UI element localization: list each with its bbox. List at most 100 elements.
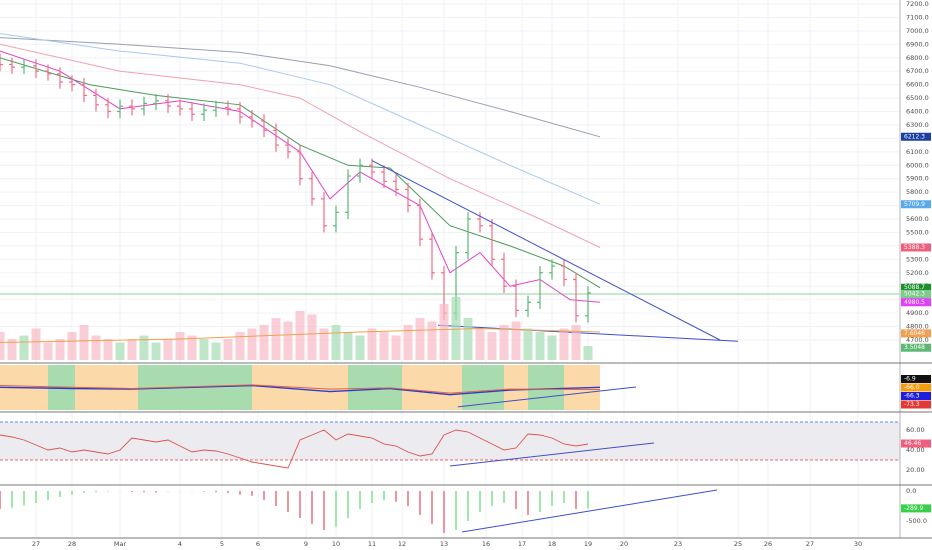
y-tick-label: 5800.0 [906, 188, 929, 196]
price-badge [901, 132, 931, 141]
volume-bar [31, 328, 41, 360]
price-badge [901, 504, 931, 513]
regime-band [462, 365, 504, 410]
price-badge [901, 200, 931, 209]
y-tick-label: 4800.0 [906, 323, 929, 331]
volume-bar [199, 339, 209, 360]
x-tick-label: 13 [440, 540, 448, 548]
price-badge [901, 400, 931, 409]
x-tick-label: 11 [368, 540, 376, 548]
volume-bar [0, 332, 5, 360]
plot [0, 33, 900, 533]
volume-bar [547, 335, 557, 360]
price-badge-label: -66.3 [904, 393, 920, 400]
volume-bar [79, 325, 89, 360]
y-tick-label: 6400.0 [906, 108, 929, 116]
volume-bar [139, 335, 149, 360]
volume-bar [163, 339, 173, 360]
price-badge [901, 298, 931, 307]
trendline [457, 386, 637, 408]
y-tick-label: 6300.0 [906, 121, 929, 129]
x-tick-label: 19 [584, 540, 592, 548]
y-tick-label: 6600.0 [906, 81, 929, 89]
x-tick-label: 4 [178, 540, 182, 548]
volume-bar [583, 346, 593, 360]
regime-band [348, 365, 402, 410]
price-badge-label: -66.0 [904, 384, 920, 391]
price-badge-label: -6.9 [904, 376, 916, 383]
volume-bar [343, 332, 353, 360]
volume-bar [427, 321, 437, 360]
volume-bar [211, 342, 221, 360]
price-badge [901, 283, 931, 292]
y-tick-label: 7000.0 [906, 27, 929, 35]
volume-bar [187, 335, 197, 360]
volume-bar [259, 325, 269, 360]
volume-bar [391, 335, 401, 360]
y-tick-label: 6500.0 [906, 94, 929, 102]
volume-bar [43, 342, 53, 360]
y-tick-label: 5500.0 [906, 228, 929, 236]
x-tick-label: 26 [764, 540, 772, 548]
volume-bar [271, 318, 281, 360]
volume-bar [523, 328, 533, 360]
x-tick-label: 18 [548, 540, 556, 548]
regime-band [528, 365, 564, 410]
trendline [461, 489, 718, 533]
price-badge-label: 6212.3 [904, 133, 925, 140]
moving-average [0, 37, 601, 138]
y-tick-label: 20.00 [906, 466, 925, 474]
x-tick-label: 16 [482, 540, 490, 548]
volume-bar [91, 335, 101, 360]
price-badge-label: 5088.7 [904, 284, 925, 291]
y-tick-label: 4900.0 [906, 309, 929, 317]
volume-bar [379, 332, 389, 360]
moving-average [0, 57, 601, 289]
volume-bar [223, 339, 233, 360]
x-tick-label: 17 [518, 540, 526, 548]
x-tick-label: 20 [620, 540, 628, 548]
y-tick-label: 7200.0 [906, 0, 929, 8]
price-badge-label: 46.46 [904, 440, 921, 447]
y-tick-label: 0.0 [906, 487, 916, 495]
price-badge [901, 375, 931, 383]
volume-bar [571, 325, 581, 360]
y-tick-label: 5200.0 [906, 269, 929, 277]
y-tick-label: 7100.0 [906, 13, 929, 21]
y-tick-label: 5300.0 [906, 255, 929, 263]
volume-bar [247, 328, 257, 360]
volume-average [0, 327, 601, 343]
volume-bar [511, 321, 521, 360]
trendline [449, 442, 655, 467]
volume-bar [319, 328, 329, 360]
trendline [371, 160, 721, 341]
x-tick-label: 28 [68, 540, 76, 548]
y-tick-label: 5900.0 [906, 175, 929, 183]
volume-bar [403, 325, 413, 360]
volume-bar [367, 328, 377, 360]
volume-bar [559, 328, 569, 360]
volume-bar [307, 314, 317, 360]
volume-bar [103, 339, 113, 360]
volume-bar [487, 332, 497, 360]
y-tick-label: 6900.0 [906, 40, 929, 48]
rsi-band [0, 422, 900, 460]
price-badge-label: -289.9 [904, 505, 924, 512]
volume-bar [439, 304, 449, 360]
x-tick-label: 5 [220, 540, 224, 548]
volume-bar [67, 332, 77, 360]
volume-bar [55, 339, 65, 360]
volume-bar [235, 332, 245, 360]
volume-bar [127, 339, 137, 360]
y-tick-label: 4700.0 [906, 336, 929, 344]
regime-band [402, 365, 462, 410]
y-tick-label: 60.00 [906, 426, 925, 434]
volume-bar [175, 332, 185, 360]
volume-bar [355, 335, 365, 360]
oscillator-line [0, 384, 601, 396]
volume-bar [151, 342, 161, 360]
volume-bar [475, 328, 485, 360]
